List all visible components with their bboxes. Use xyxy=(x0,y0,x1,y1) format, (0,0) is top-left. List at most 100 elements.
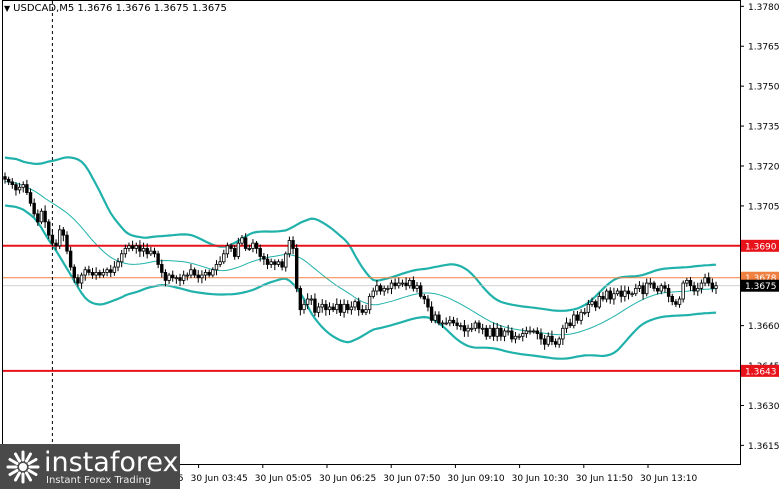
candle-body xyxy=(506,330,510,333)
candle xyxy=(65,231,69,255)
candle xyxy=(185,272,190,281)
ohlc-values: 1.3676 1.3676 1.3675 1.3675 xyxy=(77,3,227,14)
candle-body xyxy=(324,303,328,311)
level-price-tag xyxy=(741,239,779,252)
logo-ray xyxy=(8,458,19,465)
candle-body xyxy=(451,319,456,324)
candle xyxy=(28,188,33,207)
candle-body xyxy=(316,306,321,313)
candle-body xyxy=(393,282,397,287)
plot-frame xyxy=(2,0,741,465)
candle xyxy=(61,227,66,242)
candle xyxy=(437,311,441,326)
candle xyxy=(645,278,649,297)
candle-body xyxy=(484,327,488,337)
candle-body xyxy=(408,279,412,287)
candle-body xyxy=(119,253,124,263)
candle xyxy=(623,285,627,302)
candle xyxy=(626,286,631,300)
candle-body xyxy=(659,285,664,292)
candle xyxy=(243,233,248,251)
candle-body xyxy=(229,245,233,249)
candle-body xyxy=(593,301,598,308)
candle xyxy=(130,240,135,252)
candle xyxy=(233,245,237,260)
candle xyxy=(360,304,365,316)
candle xyxy=(433,311,437,324)
candle xyxy=(429,301,434,323)
dropdown-triangle-icon[interactable]: ▼ xyxy=(4,4,11,13)
candle-body xyxy=(273,261,277,265)
candle-body xyxy=(477,322,481,329)
candle-body xyxy=(579,311,583,321)
candle xyxy=(349,301,354,315)
candle xyxy=(214,260,219,276)
candle-body xyxy=(491,327,496,337)
candle-body xyxy=(327,306,332,311)
candle xyxy=(542,335,547,350)
candle-body xyxy=(364,309,368,313)
candle xyxy=(539,328,543,345)
candle-body xyxy=(422,295,427,300)
candle-body xyxy=(152,250,157,255)
candle xyxy=(109,264,113,278)
candle-body xyxy=(400,282,405,285)
candle-body xyxy=(426,298,430,308)
candle-body xyxy=(681,282,685,300)
candle xyxy=(634,283,638,297)
candle xyxy=(149,246,153,257)
candle xyxy=(502,328,507,342)
candle xyxy=(171,270,175,282)
candle xyxy=(400,279,405,287)
candle-body xyxy=(615,290,620,295)
candle xyxy=(160,259,164,278)
candle-body xyxy=(386,287,390,290)
candle-body xyxy=(313,298,317,313)
candle-body xyxy=(130,245,135,249)
candle xyxy=(287,236,292,258)
candle-body xyxy=(641,285,645,295)
candle-body xyxy=(612,293,616,300)
candle-body xyxy=(36,213,40,223)
x-tick-label: 30 Jun 11:50 xyxy=(576,474,633,484)
candle-body xyxy=(601,295,605,300)
upper-band-line xyxy=(4,156,717,312)
candle-body xyxy=(68,250,73,268)
lower-band-line xyxy=(4,204,717,360)
candle xyxy=(57,225,62,250)
candle xyxy=(495,323,499,342)
candle-body xyxy=(3,176,7,180)
y-tick-label: 1.3660 xyxy=(748,322,780,332)
candle xyxy=(43,205,47,228)
candle-body xyxy=(83,269,87,276)
candle xyxy=(123,244,128,258)
candle-body xyxy=(167,274,171,281)
candle-body xyxy=(626,290,631,295)
candle xyxy=(280,258,284,271)
candle xyxy=(54,239,58,251)
candle-body xyxy=(557,338,561,345)
candle-body xyxy=(528,330,532,333)
candle xyxy=(583,307,587,316)
candle xyxy=(663,281,667,293)
candle xyxy=(218,256,222,268)
candle xyxy=(685,277,689,287)
candle-body xyxy=(287,240,292,255)
candle-body xyxy=(546,335,550,345)
candle-body xyxy=(462,325,467,332)
candle xyxy=(615,288,620,296)
candle-body xyxy=(539,333,543,340)
candle xyxy=(517,333,521,340)
logo-ray xyxy=(25,471,32,482)
candle xyxy=(553,338,558,348)
candle xyxy=(298,285,303,316)
candle xyxy=(550,330,554,346)
candle-body xyxy=(116,261,120,268)
candle xyxy=(528,326,532,335)
y-tick-label: 1.3630 xyxy=(748,402,780,412)
candle-body xyxy=(94,272,98,276)
candle-body xyxy=(433,314,437,321)
candle xyxy=(491,322,496,341)
